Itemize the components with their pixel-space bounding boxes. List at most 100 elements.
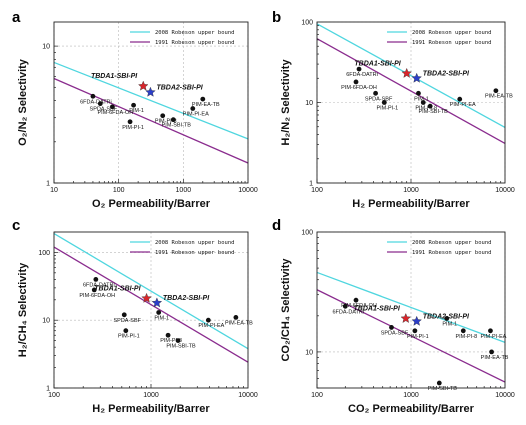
y-tick-label: 10 [42, 318, 50, 325]
x-tick-label: 1000 [143, 392, 159, 399]
tbda1-star [400, 312, 412, 323]
panel-letter: a [12, 9, 21, 26]
x-tick-label: 10000 [495, 187, 515, 194]
data-point [427, 103, 433, 109]
data-point-label: PIM-1 [154, 315, 169, 321]
data-point [233, 314, 239, 320]
data-point-label: PIM-PI-8 [155, 119, 177, 125]
y-tick-label: 1 [309, 181, 313, 188]
data-point-label: PIM-PI-EA [480, 334, 506, 340]
tbda2-star [411, 315, 422, 326]
data-point [353, 297, 359, 303]
data-point [156, 310, 162, 315]
data-point-label: 6FDA-DATRi [332, 309, 364, 315]
tbda1-label: TBDA1-SBI-PI [91, 73, 138, 80]
data-point [488, 328, 493, 334]
x-tick-label: 1000 [403, 392, 419, 399]
data-point-label: PIM-6FDA-OH [98, 110, 134, 116]
legend-label: 1991 Robeson upper bound [412, 40, 491, 46]
legend-label: 2008 Robeson upper bound [412, 240, 491, 246]
data-point-label: PIM-PI-1 [122, 125, 144, 131]
data-point [190, 106, 196, 111]
x-tick-label: 100 [48, 392, 60, 399]
x-tick-label: 10 [50, 187, 58, 194]
data-point-label: PIM-PI-EA [183, 112, 209, 118]
panel-letter: d [272, 217, 281, 234]
y-axis-title: H₂/N₂ Selectivity [280, 59, 292, 146]
data-point-label: PIM-PI-1 [118, 334, 140, 340]
robeson-2008-line [53, 61, 249, 140]
data-point [412, 328, 418, 334]
data-point-label: PIM-EA-TB [192, 102, 220, 108]
data-point-label: PIM-1 [129, 108, 144, 114]
data-point [127, 119, 133, 125]
data-point [416, 90, 421, 96]
data-point [381, 100, 387, 105]
data-point-label: SPDA-SBF [90, 107, 118, 113]
data-point [373, 90, 378, 96]
panel-d: d 100 1000 10000 10 100 CO₂ Permeability/Barre… [272, 217, 515, 415]
y-tick-label: 100 [301, 230, 313, 237]
tbda2-star [411, 72, 422, 83]
data-point [342, 303, 348, 309]
data-point-label: PIM-PI-1 [376, 106, 398, 112]
panel-b: b 100 1000 10000 1 10 100 H₂ Permeability/Barre… [272, 9, 515, 210]
data-point [356, 66, 362, 72]
tbda2-label: TBDA2-SBI-PI [423, 313, 470, 320]
data-point-label: PIM-EA-TB [481, 355, 509, 361]
data-point-label: PIM-SBI-TB [419, 109, 449, 115]
x-tick-label: 10000 [238, 187, 258, 194]
tbda2-star [145, 86, 156, 97]
data-point-label: PIM-PI-8 [160, 338, 182, 344]
data-point-label: PIM-PI-8 [455, 334, 477, 340]
data-point [90, 93, 96, 99]
legend-label: 1991 Robeson upper bound [155, 40, 234, 46]
legend-label: 1991 Robeson upper bound [412, 250, 491, 256]
tbda1-label: TBDA1-SBI-PI [354, 60, 401, 67]
data-point-label: SPDA-SBF [381, 330, 409, 336]
data-point [123, 328, 129, 334]
robeson-1991-line [53, 77, 249, 164]
x-tick-label: 1000 [403, 187, 419, 194]
data-point [165, 332, 171, 338]
panel-letter: c [12, 217, 20, 234]
tbda2-star [151, 297, 163, 308]
data-point-label: PIM-PI-EA [450, 102, 476, 108]
data-point [109, 104, 115, 110]
x-axis-title: H₂ Permeability/Barrer [92, 403, 210, 415]
tbda1-label: TBDA1-SBI-PI [354, 305, 401, 312]
y-tick-label: 100 [38, 250, 50, 257]
x-tick-label: 100 [311, 187, 323, 194]
data-point [200, 96, 206, 102]
x-axis-title: CO₂ Permeability/Barrer [348, 403, 475, 415]
x-tick-label: 100 [113, 187, 125, 194]
y-axis-title: O₂/N₂ Selectivity [17, 58, 29, 146]
robeson-1991-line [53, 246, 249, 363]
x-tick-label: 10000 [495, 392, 515, 399]
panel-letter: b [272, 9, 281, 26]
data-point-label: PIM-PI-8 [415, 106, 437, 112]
data-point-label: PIM-PI-EA [198, 323, 224, 329]
robeson-2008-line [316, 23, 506, 129]
x-axis-title: H₂ Permeability/Barrer [352, 198, 470, 210]
data-point-label: PIM-6FDA-OH [341, 85, 377, 91]
panel-c: c 100 1000 10000 1 10 100 H₂ Permeability/Barre… [12, 217, 258, 415]
y-axis-title: H₂/CH₄ Selectivity [17, 262, 29, 357]
tbda2-label: TBDA2-SBI-PI [163, 295, 210, 302]
y-tick-label: 10 [305, 349, 313, 356]
tbda2-label: TBDA2-SBI-PI [423, 70, 470, 77]
tbda1-star [137, 80, 149, 91]
tbda1-label: TBDA1-SBI-PI [94, 285, 141, 292]
data-point [131, 102, 136, 108]
data-point [175, 338, 181, 344]
data-point [91, 287, 97, 293]
data-point [389, 325, 394, 330]
tbda2-label: TBDA2-SBI-PI [156, 84, 203, 91]
data-point-label: PIM-PI-1 [407, 334, 429, 340]
data-point-label: PIM-1 [442, 321, 457, 327]
x-tick-label: 10000 [238, 392, 258, 399]
data-point [93, 276, 99, 282]
data-point-label: PIM-SBI-TB [428, 386, 458, 392]
